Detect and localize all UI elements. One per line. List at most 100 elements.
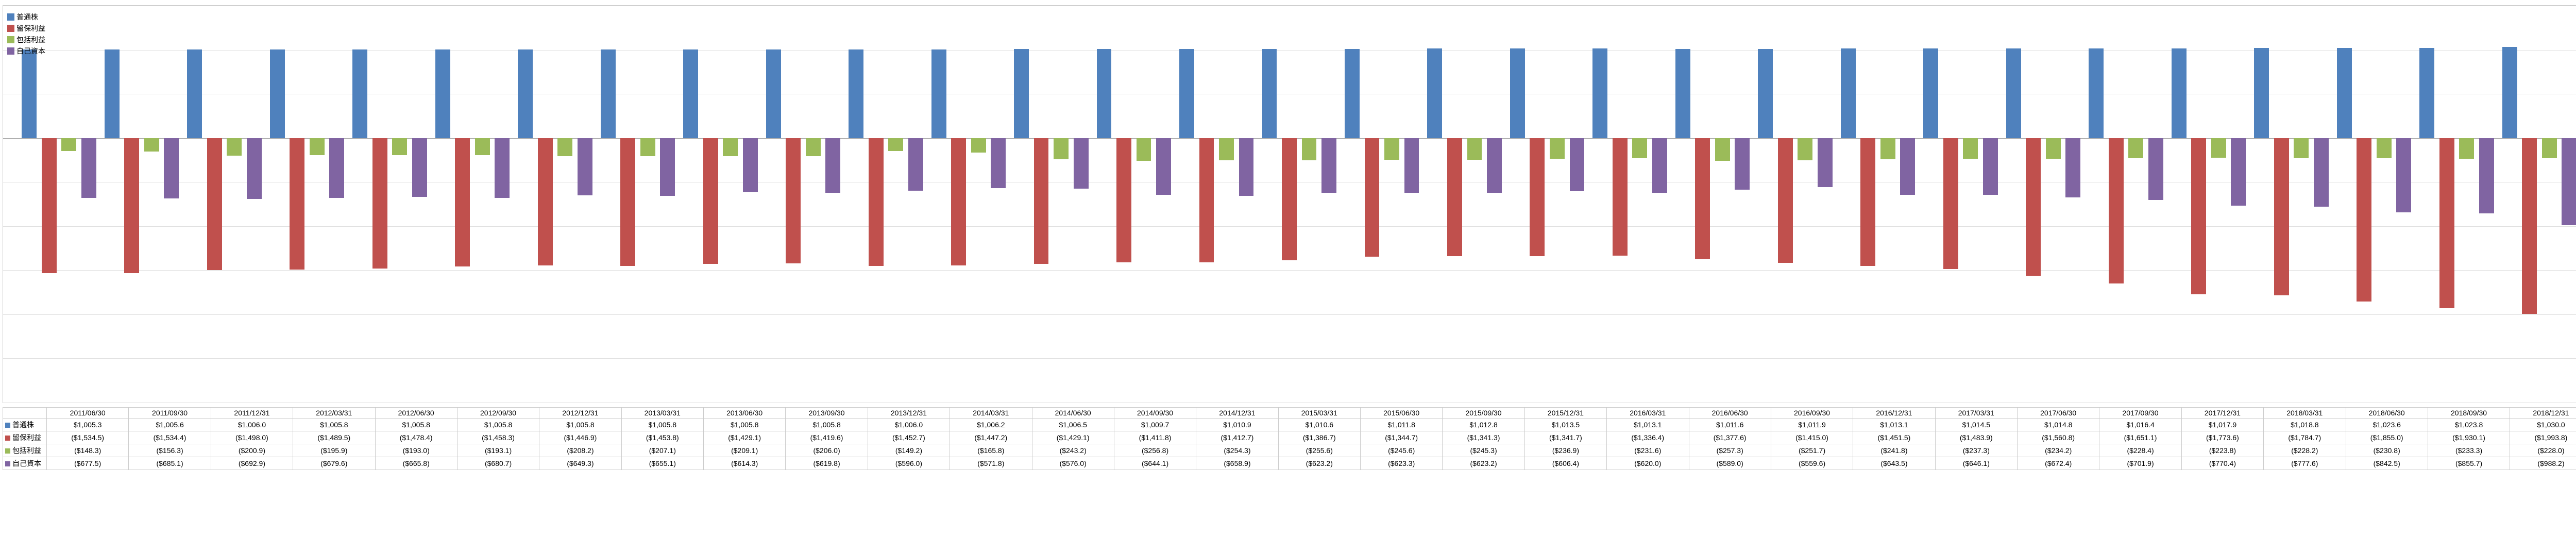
table-row-label-comprehensive: 包括利益 xyxy=(3,444,47,457)
period-group xyxy=(349,6,432,403)
table-cell: ($1,534.4) xyxy=(129,431,211,444)
bar-commonStock xyxy=(2006,48,2021,138)
row-swatch xyxy=(5,423,10,428)
bar-treasury xyxy=(1156,138,1171,195)
table-cell: ($206.0) xyxy=(786,444,868,457)
table-cell: $1,013.1 xyxy=(1853,419,1935,431)
table-cell: ($559.6) xyxy=(1771,457,1853,470)
table-header: 2012/06/30 xyxy=(375,408,457,419)
bar-commonStock xyxy=(2089,48,2104,138)
legend-swatch xyxy=(7,13,14,21)
table-cell: $1,017.9 xyxy=(2181,419,2263,431)
table-cell: ($623.2) xyxy=(1443,457,1524,470)
table-cell: ($209.1) xyxy=(704,444,786,457)
table-header: 2011/06/30 xyxy=(47,408,129,419)
bar-commonStock xyxy=(518,49,533,138)
table-cell: ($1,534.5) xyxy=(47,431,129,444)
table-cell: ($255.6) xyxy=(1278,444,1360,457)
table-header: 2016/03/31 xyxy=(1607,408,1689,419)
table-header: 2016/12/31 xyxy=(1853,408,1935,419)
table-header: 2017/03/31 xyxy=(1935,408,2017,419)
table-cell: ($665.8) xyxy=(375,457,457,470)
table-cell: ($1,344.7) xyxy=(1361,431,1443,444)
period-group xyxy=(432,6,514,403)
table-cell: ($655.1) xyxy=(621,457,703,470)
period-group xyxy=(1424,6,1506,403)
bar-treasury xyxy=(1818,138,1833,188)
bar-commonStock xyxy=(352,49,367,138)
table-cell: $1,005.8 xyxy=(293,419,375,431)
table-cell: ($988.2) xyxy=(2510,457,2576,470)
bar-comprehensive xyxy=(1963,138,1978,159)
table-cell: $1,005.6 xyxy=(129,419,211,431)
table-corner xyxy=(3,408,47,419)
table-header: 2015/06/30 xyxy=(1361,408,1443,419)
bar-treasury xyxy=(495,138,510,198)
table-row-label-treasury: 自己資本 xyxy=(3,457,47,470)
period-group xyxy=(1342,6,1424,403)
table-cell: ($195.9) xyxy=(293,444,375,457)
row-swatch xyxy=(5,461,10,466)
legend-label: 自己資本 xyxy=(16,46,45,56)
bar-treasury xyxy=(1487,138,1502,193)
period-group xyxy=(1837,6,1920,403)
bar-retained xyxy=(1447,138,1462,257)
table-header: 2016/09/30 xyxy=(1771,408,1853,419)
bar-commonStock xyxy=(766,49,781,138)
table-cell: ($231.6) xyxy=(1607,444,1689,457)
table-cell: $1,018.8 xyxy=(2264,419,2346,431)
bar-treasury xyxy=(2396,138,2411,212)
bar-comprehensive xyxy=(888,138,903,152)
legend-swatch xyxy=(7,47,14,55)
bar-commonStock xyxy=(1510,48,1525,138)
table-cell: ($1,993.8) xyxy=(2510,431,2576,444)
table-cell: ($156.3) xyxy=(129,444,211,457)
table-cell: ($685.1) xyxy=(129,457,211,470)
table-cell: ($1,429.1) xyxy=(1032,431,1114,444)
table-cell: ($1,429.1) xyxy=(704,431,786,444)
bar-treasury xyxy=(2148,138,2163,200)
bar-retained xyxy=(2357,138,2371,302)
table-cell: ($1,446.9) xyxy=(539,431,621,444)
table-cell: ($208.2) xyxy=(539,444,621,457)
bar-retained xyxy=(455,138,470,267)
bar-treasury xyxy=(1735,138,1750,190)
table-cell: ($251.7) xyxy=(1771,444,1853,457)
table-cell: $1,006.0 xyxy=(868,419,950,431)
period-group xyxy=(2333,6,2416,403)
table-header: 2014/06/30 xyxy=(1032,408,1114,419)
table-header: 2016/06/30 xyxy=(1689,408,1771,419)
table-cell: ($254.3) xyxy=(1196,444,1278,457)
bar-commonStock xyxy=(22,49,37,138)
bar-comprehensive xyxy=(2128,138,2143,158)
table-cell: ($230.8) xyxy=(2346,444,2428,457)
bar-retained xyxy=(620,138,635,266)
period-group xyxy=(1589,6,1672,403)
bar-commonStock xyxy=(1923,48,1938,138)
bar-commonStock xyxy=(2419,48,2434,138)
table-cell: $1,005.8 xyxy=(457,419,539,431)
bar-comprehensive xyxy=(723,138,738,157)
table-header: 2013/03/31 xyxy=(621,408,703,419)
bar-retained xyxy=(703,138,718,264)
bar-comprehensive xyxy=(1219,138,1234,161)
bar-retained xyxy=(2026,138,2041,276)
plot-area: $1,500$1,000$500$0($500)($1,000)($1,500)… xyxy=(3,5,2576,403)
table-cell: ($148.3) xyxy=(47,444,129,457)
table-cell: ($1,341.3) xyxy=(1443,431,1524,444)
bar-treasury xyxy=(825,138,840,193)
table-header: 2011/09/30 xyxy=(129,408,211,419)
legend-item-retained: 留保利益 xyxy=(7,23,45,34)
row-swatch xyxy=(5,436,10,441)
bar-retained xyxy=(1116,138,1131,263)
table-cell: ($672.4) xyxy=(2018,457,2099,470)
table-cell: ($1,451.5) xyxy=(1853,431,1935,444)
table-cell: $1,013.1 xyxy=(1607,419,1689,431)
bar-commonStock xyxy=(105,49,120,138)
table-cell: $1,023.8 xyxy=(2428,419,2510,431)
period-group xyxy=(1176,6,1259,403)
period-group xyxy=(515,6,597,403)
table-cell: $1,005.8 xyxy=(786,419,868,431)
period-group xyxy=(19,6,101,403)
bar-retained xyxy=(1199,138,1214,263)
